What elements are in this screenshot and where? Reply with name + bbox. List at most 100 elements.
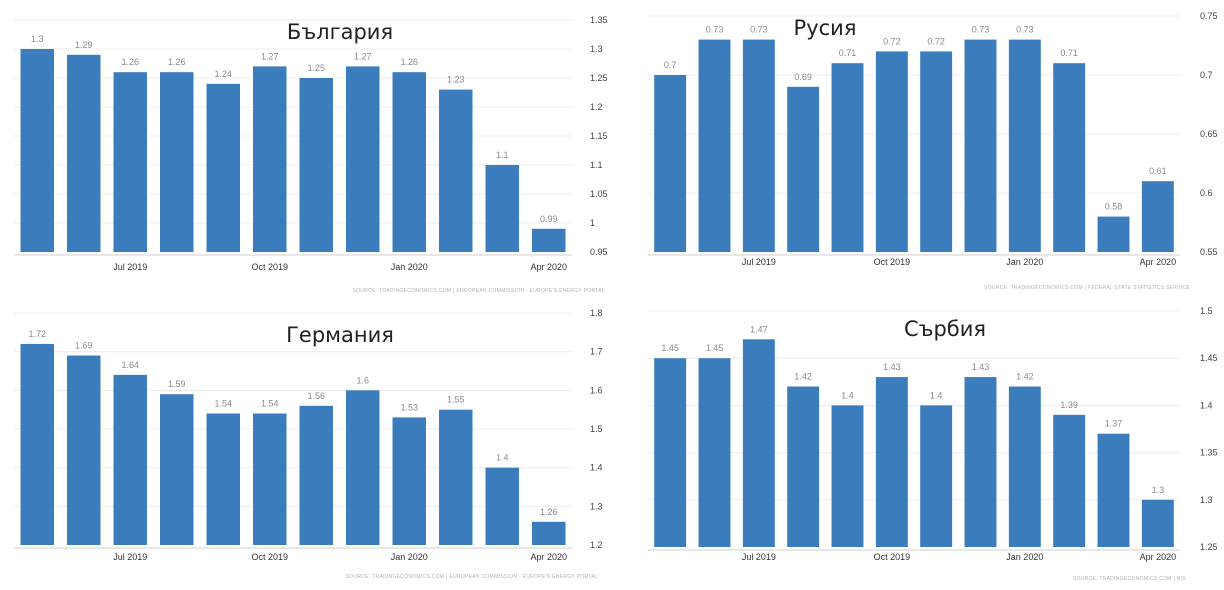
bar-value-label: 1.54 <box>261 399 279 409</box>
y-tick-label: 1.4 <box>1200 400 1213 410</box>
y-tick-label: 1.45 <box>1200 353 1218 363</box>
bar <box>113 374 147 545</box>
bar <box>206 413 240 545</box>
x-tick-label: Jul 2019 <box>742 257 776 267</box>
y-tick-label: 1.05 <box>590 189 608 199</box>
bar <box>439 89 473 252</box>
y-tick-label: 1 <box>590 218 595 228</box>
y-tick-label: 0.75 <box>1200 11 1218 21</box>
chart-title: Русия <box>794 16 857 40</box>
bar <box>1141 181 1174 252</box>
y-tick-label: 1.25 <box>590 73 608 83</box>
y-tick-label: 1.15 <box>590 131 608 141</box>
bar-value-label: 0.73 <box>1016 25 1034 35</box>
bar <box>698 39 731 252</box>
bar-value-label: 0.72 <box>927 36 945 46</box>
bar <box>1053 414 1086 547</box>
bar-value-label: 1.54 <box>214 399 232 409</box>
y-tick-label: 0.65 <box>1200 129 1218 139</box>
y-tick-label: 0.7 <box>1200 70 1213 80</box>
y-tick-label: 1.8 <box>590 308 603 318</box>
bar <box>654 358 687 547</box>
bar-value-label: 1.26 <box>400 57 418 67</box>
bar-value-label: 1.25 <box>307 63 325 73</box>
bar <box>67 355 101 545</box>
bar <box>1097 216 1130 252</box>
bar-value-label: 1.56 <box>307 391 325 401</box>
y-tick-label: 1.3 <box>590 44 603 54</box>
x-tick-label: Jul 2019 <box>742 552 776 562</box>
y-tick-label: 1.2 <box>590 102 603 112</box>
bar <box>439 409 473 545</box>
bar-value-label: 1.45 <box>661 343 679 353</box>
chart-germany: 1.72 1.69 1.64 1.59 1.54 1.54 1.56 1.6 1.53 1.55 1… <box>14 308 603 580</box>
chart-serbia: 1.45 1.45 1.47 1.42 1.4 1.43 1.4 1.43 1.42 1.39 1.… <box>648 306 1218 582</box>
bar <box>253 66 287 253</box>
bar <box>206 83 240 252</box>
bar <box>1053 63 1086 253</box>
bar-value-label: 1.1 <box>496 150 509 160</box>
bar-value-label: 1.23 <box>447 75 465 85</box>
y-tick-label: 0.55 <box>1200 247 1218 257</box>
bar-value-label: 1.55 <box>447 395 465 405</box>
bar <box>392 72 426 252</box>
y-tick-label: 1.35 <box>590 15 608 25</box>
bar-value-label: 1.3 <box>1152 485 1165 495</box>
chart-source: SOURCE: TRADINGECONOMICS.COM | NIS <box>1073 576 1186 582</box>
bar <box>160 394 194 545</box>
bar-value-label: 0.72 <box>883 36 901 46</box>
bar <box>346 66 380 253</box>
bar <box>742 339 775 547</box>
x-tick-label: Jul 2019 <box>113 552 147 562</box>
bar <box>20 49 54 252</box>
bar-value-label: 1.72 <box>28 329 46 339</box>
bar-value-label: 1.4 <box>930 390 943 400</box>
y-tick-label: 1.4 <box>590 463 603 473</box>
x-tick-label: Oct 2019 <box>874 552 911 562</box>
bar-value-label: 1.26 <box>121 57 139 67</box>
y-tick-label: 0.6 <box>1200 188 1213 198</box>
bar-value-label: 1.43 <box>972 362 990 372</box>
x-tick-label: Apr 2020 <box>530 552 567 562</box>
bar <box>742 39 775 252</box>
bar-value-label: 1.69 <box>75 341 93 351</box>
bar <box>787 86 820 252</box>
bar <box>787 386 820 547</box>
bar <box>532 521 566 545</box>
bar-value-label: 0.73 <box>750 25 768 35</box>
bar-value-label: 1.6 <box>356 375 369 385</box>
y-tick-label: 1.1 <box>590 160 603 170</box>
y-tick-label: 1.7 <box>590 347 603 357</box>
bar-value-label: 1.59 <box>168 379 186 389</box>
chart-title: България <box>287 20 393 44</box>
bar <box>920 405 953 547</box>
bar <box>485 467 519 545</box>
bar-value-label: 0.71 <box>839 48 857 58</box>
bar-value-label: 0.73 <box>972 25 990 35</box>
bar <box>1141 499 1174 547</box>
chart-source: SOURCE: TRADINGECONOMICS.COM | EUROPEAN … <box>353 288 605 294</box>
bar-value-label: 1.53 <box>400 402 418 412</box>
x-tick-label: Apr 2020 <box>530 262 567 272</box>
y-tick-label: 1.6 <box>590 385 603 395</box>
y-tick-label: 1.5 <box>1200 306 1213 316</box>
bar-value-label: 1.64 <box>121 360 139 370</box>
chart-russia: 0.7 0.73 0.73 0.69 0.71 0.72 0.72 0.73 0.73 0.71 0… <box>648 11 1218 291</box>
bar <box>160 72 194 252</box>
bar <box>346 390 380 545</box>
bar-value-label: 1.4 <box>841 390 854 400</box>
bar <box>654 75 687 252</box>
bar-value-label: 1.27 <box>261 51 279 61</box>
y-tick-label: 1.35 <box>1200 448 1218 458</box>
bar-value-label: 1.29 <box>75 40 93 50</box>
bar <box>831 63 864 253</box>
bar-value-label: 1.27 <box>354 51 372 61</box>
bar-value-label: 1.39 <box>1060 400 1078 410</box>
bar-value-label: 1.26 <box>168 57 186 67</box>
bar <box>875 51 908 253</box>
bar <box>20 343 54 545</box>
bar-value-label: 1.43 <box>883 362 901 372</box>
bar-value-label: 0.58 <box>1105 202 1123 212</box>
bar <box>875 377 908 547</box>
